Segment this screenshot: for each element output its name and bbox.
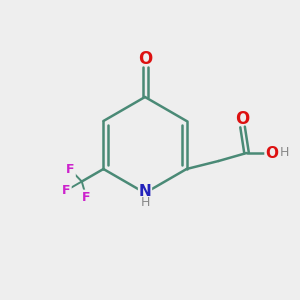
- Text: O: O: [265, 146, 278, 160]
- Text: F: F: [66, 163, 75, 176]
- Text: H: H: [280, 146, 289, 160]
- Text: F: F: [62, 184, 70, 197]
- Text: O: O: [236, 110, 250, 128]
- Text: O: O: [138, 50, 152, 68]
- Text: F: F: [82, 191, 91, 204]
- Text: H: H: [140, 196, 150, 208]
- Text: N: N: [139, 184, 152, 199]
